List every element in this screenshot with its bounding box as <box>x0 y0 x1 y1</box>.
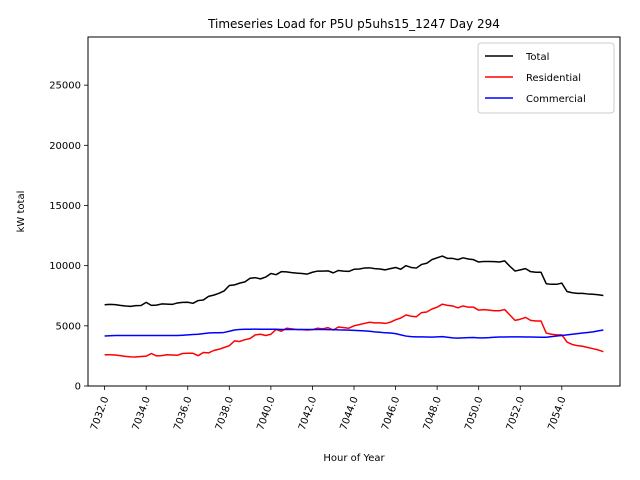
legend-box <box>477 42 615 114</box>
y-tick-label: 20000 <box>49 141 81 152</box>
y-tick-label: 15000 <box>49 201 81 212</box>
y-tick-label: 25000 <box>49 81 81 92</box>
series-line-residential <box>104 303 604 358</box>
y-tick-label: 5000 <box>56 321 81 332</box>
y-tick-label: 0 <box>75 382 81 393</box>
series-layer <box>104 255 604 358</box>
legend-label-total: Total <box>525 52 549 63</box>
legend-label-residential: Residential <box>526 73 581 84</box>
x-axis-label: Hour of Year <box>323 453 385 464</box>
legend-label-commercial: Commercial <box>526 94 586 105</box>
series-line-commercial <box>104 328 604 339</box>
chart-title: Timeseries Load for P5U p5uhs15_1247 Day… <box>207 17 500 31</box>
y-ticks: 0 5000 10000 15000 20000 25000 <box>49 81 88 393</box>
legend: Total Residential Commercial <box>477 42 615 114</box>
y-axis-label: kW total <box>16 191 27 233</box>
y-tick-label: 10000 <box>49 261 81 272</box>
axes-frame <box>87 36 621 387</box>
series-line-total <box>104 255 604 308</box>
